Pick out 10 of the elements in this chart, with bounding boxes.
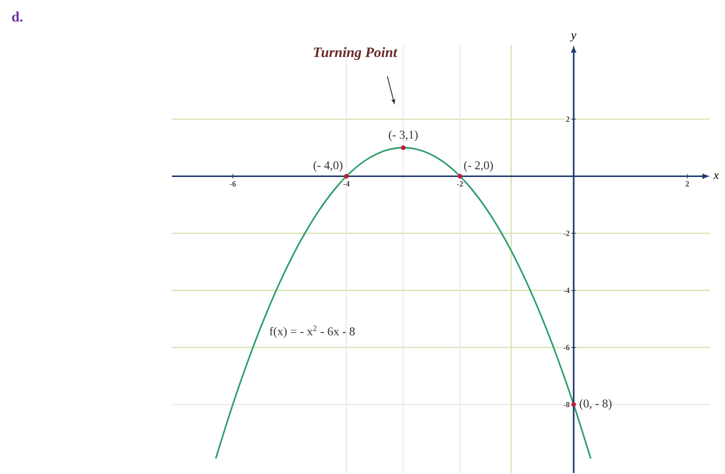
annotation: (- 2,0)	[464, 160, 493, 172]
annotation: (0, - 8)	[580, 399, 612, 410]
annotation: (- 4,0)	[314, 160, 342, 172]
annotation: Turning Point	[314, 47, 398, 60]
x-axis-title: x	[713, 174, 719, 180]
point	[400, 145, 406, 150]
text: d.	[12, 12, 22, 22]
y-axis-title: y	[570, 34, 576, 42]
annotation: (- 3,1)	[388, 130, 418, 142]
annotation: f(x) = - x$^{2}$ - 6x - 8	[270, 326, 355, 338]
